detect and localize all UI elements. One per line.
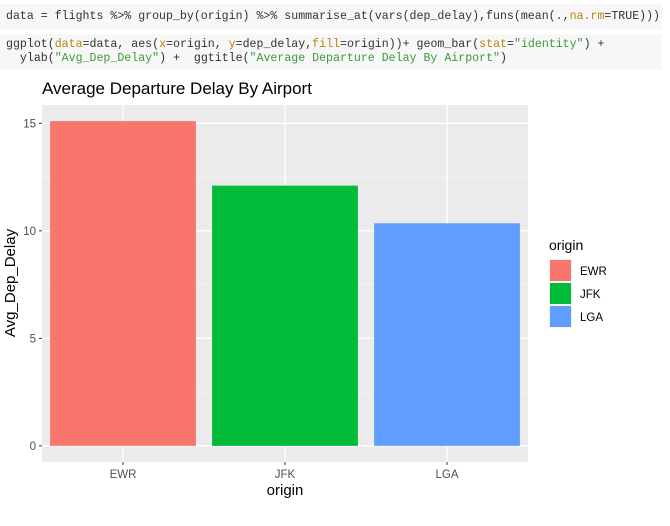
code-text: =	[507, 38, 514, 51]
y-tick-label: 0	[30, 441, 36, 453]
code-text: =TRUE)))	[604, 10, 661, 23]
bar-lga	[374, 223, 520, 446]
code-arg-y: y	[228, 38, 236, 51]
code-arg-na-rm: na.rm	[569, 10, 605, 23]
legend-swatch-jfk	[550, 283, 571, 304]
legend-label-jfk: JFK	[580, 289, 601, 301]
code-text: =origin))+ geom_bar(	[340, 38, 480, 51]
y-tick-label: 10	[23, 226, 36, 238]
x-tick-label: JFK	[275, 469, 296, 481]
legend-label-lga: LGA	[580, 312, 603, 324]
code-text: =data, aes(	[82, 38, 160, 51]
x-tick-label: LGA	[435, 469, 458, 481]
code-arg-fill: fill	[312, 38, 341, 51]
chart-title: Average Departure Delay By Airport	[42, 79, 312, 98]
y-tick-label: 5	[30, 333, 36, 345]
code-text: )	[500, 52, 507, 65]
y-axis: 0 5 10 15	[23, 118, 42, 453]
code-block-ggplot: ggplot(data=data, aes(x=origin, y=dep_de…	[0, 34, 662, 70]
code-text: ) + ggtitle(	[159, 52, 250, 65]
code-arg-x: x	[159, 38, 167, 51]
x-axis: EWR JFK LGA	[110, 462, 459, 481]
code-line-summarise: data = flights %>% group_by(origin) %>% …	[0, 4, 662, 30]
legend: origin EWR JFK LGA	[549, 237, 607, 328]
code-text: data = flights %>% group_by(origin) %>% …	[6, 10, 570, 23]
code-string-ylab: "Avg_Dep_Delay"	[54, 52, 160, 65]
y-axis-label: Avg_Dep_Delay	[2, 228, 19, 337]
bars	[50, 121, 520, 446]
legend-label-ewr: EWR	[580, 266, 607, 278]
y-tick-label: 15	[23, 118, 36, 130]
legend-swatch-lga	[550, 306, 571, 327]
x-tick-label: EWR	[110, 469, 137, 481]
bar-chart: Average Departure Delay By Airport 0 5 10 1…	[2, 79, 607, 499]
code-text: ) +	[583, 38, 605, 51]
code-arg-stat: stat	[479, 38, 508, 51]
bar-ewr	[50, 121, 196, 446]
legend-swatch-ewr	[550, 260, 571, 281]
legend-title: origin	[549, 237, 583, 253]
bar-jfk	[212, 185, 358, 446]
code-text: ggplot(	[6, 38, 55, 51]
code-string-title: "Average Departure Delay By Airport"	[249, 52, 500, 65]
code-text: =origin,	[166, 38, 229, 51]
code-text: ylab(	[6, 52, 55, 65]
code-string-identity: "identity"	[513, 38, 584, 51]
x-axis-label: origin	[267, 482, 304, 499]
code-arg-data: data	[54, 38, 83, 51]
code-text: =dep_delay,	[235, 38, 313, 51]
